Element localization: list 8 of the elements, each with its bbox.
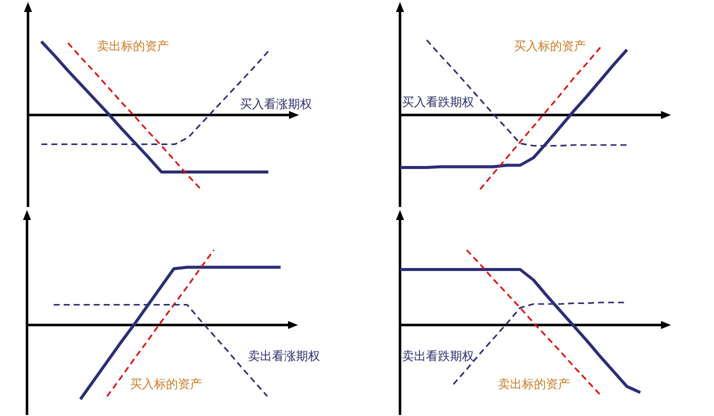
series-label: 买入标的资产 <box>514 39 586 53</box>
series-label: 买入标的资产 <box>130 377 202 391</box>
series-label: 买入看涨期权 <box>240 97 312 111</box>
series-label: 卖出看涨期权 <box>248 349 320 363</box>
series-label: 买入看跌期权 <box>402 95 474 109</box>
series-label: 卖出标的资产 <box>498 377 570 391</box>
series-label: 卖出看跌期权 <box>402 349 474 363</box>
series-label: 卖出标的资产 <box>97 39 169 53</box>
